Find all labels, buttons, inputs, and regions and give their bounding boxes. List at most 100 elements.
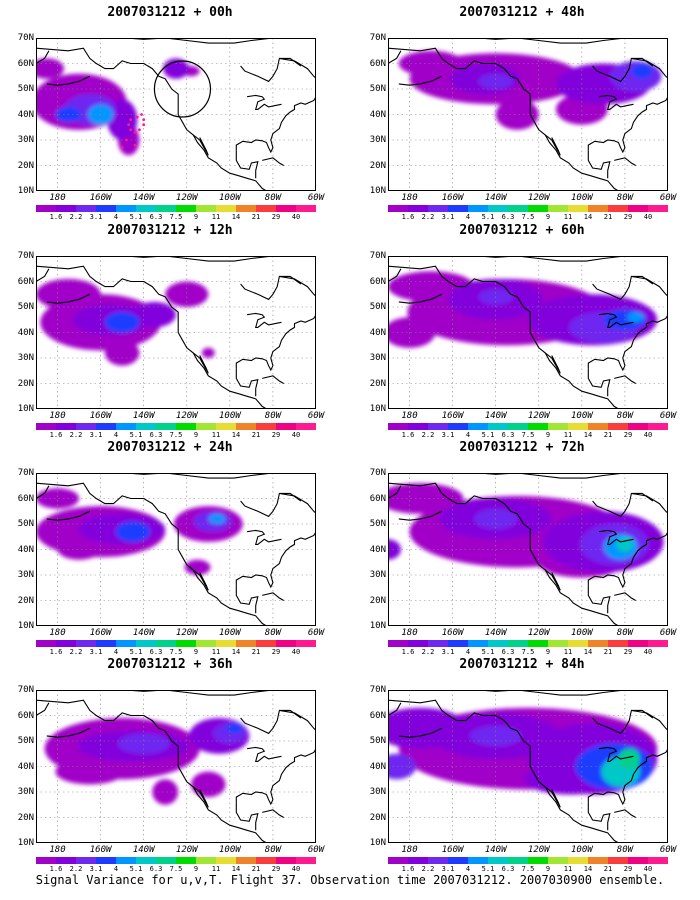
coastline: [235, 748, 316, 806]
colorbar-label: 21: [603, 648, 613, 656]
colorbar-swatch: [608, 640, 628, 647]
coastline: [46, 293, 91, 304]
colorbar-label: 11: [563, 648, 573, 656]
variance-contour: [57, 539, 101, 560]
coastline: [614, 809, 636, 818]
colorbar-swatch: [648, 640, 668, 647]
coastline: [240, 275, 302, 301]
colorbar-label: 14: [583, 431, 593, 439]
colorbar-swatch: [196, 640, 216, 647]
colorbar-swatch: [408, 857, 428, 864]
colorbar-label: 1.6: [401, 431, 415, 439]
colorbar-swatch: [116, 640, 136, 647]
lon-tick-label: 180: [49, 845, 66, 855]
colorbar-swatch: [136, 423, 156, 430]
variance-contour: [398, 50, 464, 77]
coastlines: [388, 690, 668, 843]
colorbar-swatch: [648, 423, 668, 430]
coastline: [36, 50, 50, 64]
colorbar: [36, 423, 316, 430]
colorbar-label: 14: [583, 648, 593, 656]
colorbar-label: 1.6: [49, 648, 63, 656]
title-date: 2007031212: [107, 5, 186, 20]
colorbar-label: 11: [211, 648, 221, 656]
colorbar-swatch: [628, 205, 648, 212]
lat-tick-label: 30N: [369, 135, 386, 145]
coastline: [36, 485, 50, 499]
colorbar-labels: 1.6 2.2 3.1 4 5.1 6.3 7.5 9 11 14 21 29 40: [388, 431, 668, 440]
lat-tick-label: 60N: [369, 710, 386, 721]
coastline: [614, 157, 636, 166]
colorbar-swatch: [36, 205, 56, 212]
colorbar-label: 21: [603, 213, 613, 221]
colorbar-swatch: [528, 640, 548, 647]
coastline: [192, 786, 209, 808]
colorbar-label: 4: [113, 213, 119, 221]
variance-contour: [388, 539, 401, 560]
lat-tick-label: 40N: [369, 327, 386, 338]
lon-tick-label: 120W: [175, 628, 198, 638]
lat-tick-label: 40N: [17, 544, 34, 555]
colorbar-swatch: [236, 640, 256, 647]
colorbar-swatch: [176, 857, 196, 864]
gridlines: [36, 38, 316, 191]
variance-contour: [478, 73, 513, 89]
map-frame: [388, 690, 668, 843]
colorbar-label: 3.1: [441, 213, 455, 221]
colorbar-swatch: [548, 423, 568, 430]
coastline: [388, 50, 402, 64]
lon-tick-label: 60W: [307, 193, 325, 203]
colorbar-swatch: [408, 640, 428, 647]
lon-tick-label: 180: [49, 193, 66, 203]
map-svg: [36, 256, 316, 409]
colorbar-label: 29: [271, 213, 281, 221]
coastline: [398, 727, 443, 738]
lat-tick-label: 20N: [369, 595, 386, 606]
lon-tick-label: 60W: [659, 845, 677, 855]
coastlines: [36, 473, 316, 626]
coastlines: [388, 256, 668, 409]
colorbar-swatch: [276, 640, 296, 647]
map-area: [388, 473, 668, 626]
lat-tick-label: 20N: [17, 595, 34, 606]
coastline: [36, 268, 50, 282]
coastlines: [36, 38, 316, 191]
lat-tick-label: 70N: [369, 685, 386, 695]
colorbar-label: 7.5: [169, 431, 183, 439]
title-lead-time: 24h: [209, 440, 233, 455]
coastline: [262, 375, 284, 384]
lat-tick-label: 50N: [369, 84, 386, 94]
lat-tick-label: 70N: [369, 33, 386, 43]
colorbar-swatch: [136, 205, 156, 212]
colorbar-label: 9: [193, 213, 199, 221]
title-date: 2007031212: [107, 440, 186, 455]
title-lead-time: 72h: [561, 440, 585, 455]
colorbar-swatch: [608, 857, 628, 864]
colorbar-label: 1.6: [401, 213, 415, 221]
coastline: [388, 482, 619, 626]
coastlines: [388, 38, 668, 191]
variance-contour: [132, 301, 176, 328]
colorbar-swatch: [56, 640, 76, 647]
coastline: [631, 275, 668, 297]
coastline: [599, 312, 634, 328]
coastline: [599, 94, 634, 110]
lat-tick-label: 30N: [369, 353, 386, 363]
colorbar-swatch: [256, 857, 276, 864]
lat-tick-label: 30N: [369, 787, 386, 797]
variance-contour: [165, 281, 209, 307]
title-lead-time: 48h: [561, 5, 585, 20]
figure-caption: Signal Variance for u,v,T. Flight 37. Ob…: [35, 873, 665, 887]
colorbar-swatch: [56, 857, 76, 864]
coastline: [587, 96, 668, 154]
lat-tick-label: 70N: [17, 685, 34, 695]
observation-dropsonde: [133, 130, 137, 134]
colorbar-spacer: [306, 213, 316, 222]
coastline: [435, 473, 625, 479]
lon-tick-label: 120W: [175, 411, 198, 421]
lat-tick-label: 20N: [17, 812, 34, 823]
map-area: [36, 473, 316, 626]
map-frame: [388, 256, 668, 409]
coastline: [46, 75, 91, 86]
colorbar-swatch: [628, 423, 648, 430]
